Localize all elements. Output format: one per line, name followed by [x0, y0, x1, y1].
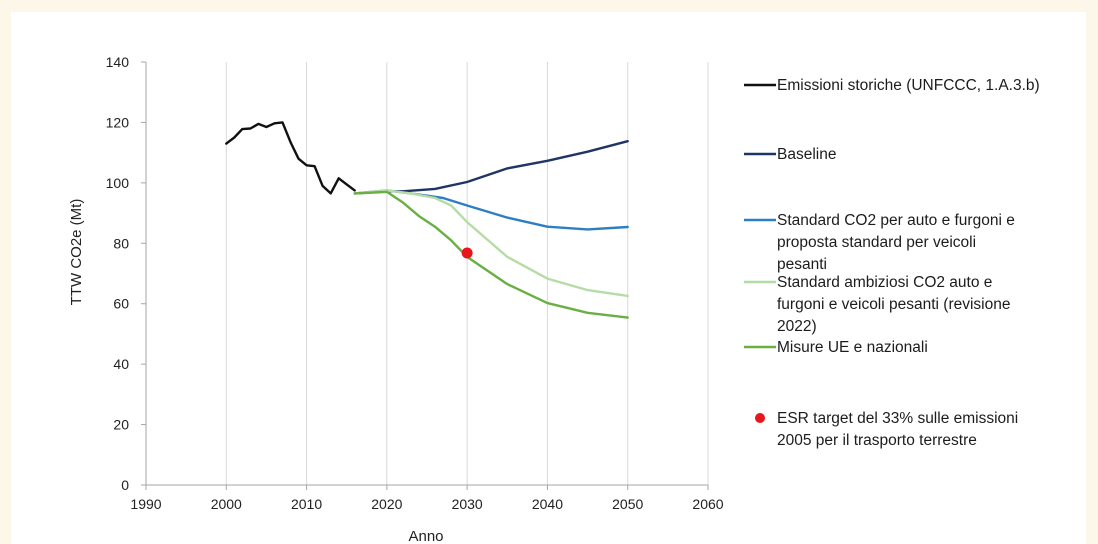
y-tick-label: 40: [113, 356, 129, 372]
legend-label: Misure UE e nazionali: [777, 339, 928, 356]
y-tick-label: 120: [106, 114, 130, 130]
y-axis-title: TTW CO2e (Mt): [68, 199, 85, 306]
grid: [225, 62, 709, 485]
x-tick-label: 2040: [532, 496, 563, 512]
legend-item: Emissioni storiche (UNFCCC, 1.A.3.b): [744, 77, 1040, 94]
y-tick-label: 60: [113, 296, 129, 312]
x-tick-label: 1990: [130, 496, 161, 512]
series-lines: [225, 121, 629, 319]
y-tick-label: 140: [106, 54, 130, 70]
markers: [461, 247, 473, 259]
legend-label: 2022): [777, 318, 817, 335]
x-axis-title: Anno: [408, 528, 443, 544]
legend-swatch-dot: [755, 413, 765, 423]
x-tick-label: 2010: [291, 496, 322, 512]
legend-label: ESR target del 33% sulle emissioni: [777, 410, 1018, 427]
legend-item: Baseline: [744, 146, 836, 163]
line-chart: 1990 2000 2010 2020 2030 2040 2050 206002040608…: [68, 54, 1040, 544]
legend-label: furgoni e veicoli pesanti (revisione: [777, 296, 1010, 313]
x-tick-label: 2050: [612, 496, 643, 512]
y-tick-label: 20: [113, 417, 129, 433]
y-tick-label: 0: [121, 477, 129, 493]
x-tick-label: 2000: [211, 496, 242, 512]
y-tick-label: 80: [113, 235, 129, 251]
legend-label: pesanti: [777, 256, 827, 273]
series-line: [225, 121, 356, 195]
legend-item: Standard ambiziosi CO2 auto e furgoni e v…: [744, 274, 1010, 335]
y-tick-label: 100: [106, 175, 130, 191]
legend: Emissioni storiche (UNFCCC, 1.A.3.b) Base…: [744, 77, 1040, 449]
chart-card: 1990 2000 2010 2020 2030 2040 2050 2060 0 20 40 60 8…: [11, 12, 1086, 544]
target-marker: [461, 247, 473, 259]
legend-label: Baseline: [777, 146, 836, 163]
legend-item: ESR target del 33% sulle emissioni 2005 p…: [755, 410, 1018, 449]
legend-label: Standard ambiziosi CO2 auto e: [777, 274, 992, 291]
series-line: [353, 190, 629, 319]
series-line: [353, 189, 629, 298]
legend-label: proposta standard per veicoli: [777, 234, 976, 251]
x-tick-label: 2030: [452, 496, 483, 512]
legend-label: 2005 per il trasporto terrestre: [777, 432, 977, 449]
legend-label: Emissioni storiche (UNFCCC, 1.A.3.b): [777, 77, 1040, 94]
legend-item: Misure UE e nazionali: [744, 339, 928, 356]
x-tick-label: 2020: [371, 496, 402, 512]
axes: 1990 2000 2010 2020 2030 2040 2050 206002040608…: [106, 54, 724, 512]
series-line: [353, 140, 629, 195]
legend-label: Standard CO2 per auto e furgoni e: [777, 212, 1015, 229]
series-line: [353, 189, 629, 231]
legend-item: Standard CO2 per auto e furgoni e propost…: [744, 212, 1015, 273]
x-tick-label: 2060: [692, 496, 723, 512]
